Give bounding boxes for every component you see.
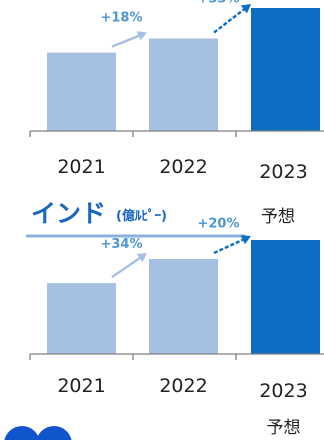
logo-mark-right — [36, 426, 72, 440]
chart-title: インド — [31, 199, 106, 228]
growth-label-top-1: +33% — [197, 0, 239, 6]
growth-arrow-bottom-1 — [213, 238, 244, 255]
x-tick-label-bottom-2021: 2021 — [57, 375, 105, 397]
bar-top-2023 — [251, 8, 320, 131]
growth-label-top-0: +18% — [100, 11, 142, 26]
category-sublabel-top-2023: 予想 — [261, 207, 295, 227]
x-tick-label-bottom-2023: 2023 — [259, 380, 307, 402]
logo-mark-left — [4, 426, 40, 440]
growth-label-bottom-0: +34% — [100, 237, 142, 252]
chart-unit-label: (億ﾙﾋﾟｰ) — [116, 208, 167, 224]
growth-arrowhead-top-1 — [240, 4, 251, 14]
chart-title-block: インド (億ﾙﾋﾟｰ) 予想 — [26, 199, 295, 238]
logo-fragment — [4, 426, 72, 440]
growth-label-bottom-1: +20% — [197, 217, 239, 232]
chart-bottom: +34% +20% 2021 2022 2023 予想 — [29, 217, 324, 438]
category-sublabel-bottom-2023: 予想 — [267, 418, 301, 438]
bar-top-2021 — [47, 52, 116, 131]
growth-arrow-top-0 — [111, 34, 140, 48]
x-tick-label-top-2022: 2022 — [159, 156, 207, 178]
x-tick-label-top-2021: 2021 — [57, 156, 105, 178]
growth-arrowhead-bottom-0 — [136, 253, 147, 263]
bar-bottom-2021 — [47, 283, 116, 354]
x-tick-label-bottom-2022: 2022 — [159, 375, 207, 397]
growth-arrowhead-bottom-1 — [240, 235, 251, 245]
growth-arrow-bottom-0 — [111, 257, 141, 279]
chart-top: +18% +33% 2021 2022 2023 — [29, 0, 324, 183]
growth-arrowhead-top-0 — [136, 31, 147, 41]
growth-arrow-top-1 — [213, 8, 245, 34]
bar-top-2022 — [149, 38, 218, 131]
x-tick-label-top-2023: 2023 — [259, 161, 307, 183]
bar-bottom-2022 — [149, 259, 218, 354]
bar-bottom-2023 — [251, 240, 320, 354]
